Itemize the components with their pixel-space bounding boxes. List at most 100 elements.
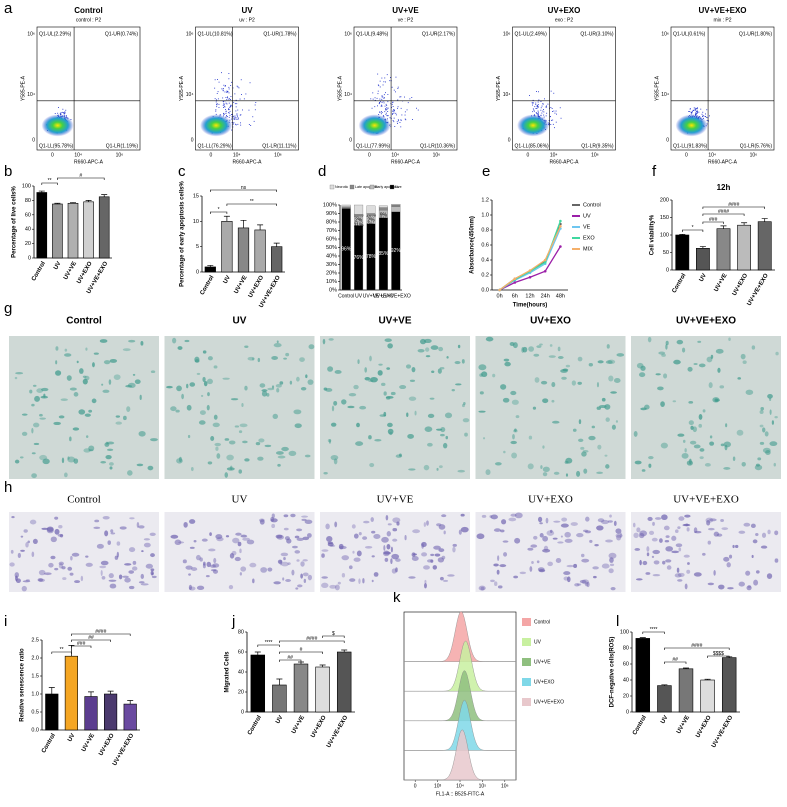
cell-texture [713,570,715,576]
cell-texture [647,552,650,556]
scatter-dot [249,110,250,111]
y-tick-label: 40 [25,227,31,233]
cell-texture [65,349,68,352]
cell-texture [620,532,622,538]
panel-label: h [4,479,12,496]
cell-texture [725,423,727,427]
cell-texture [633,523,636,528]
cell-texture [649,531,654,535]
image-title: UV [233,316,247,327]
cell-texture [304,579,306,583]
scatter-dot [532,102,533,103]
scatter-dot [226,97,227,98]
cell-texture [354,558,361,562]
scatter-dot [551,120,552,121]
cell-texture [383,545,385,551]
cell-texture [770,409,772,415]
scatter-dot [696,111,697,112]
scatter-dot [381,111,382,112]
cell-texture [137,464,144,467]
error-bar [257,225,263,230]
cell-texture [424,522,426,527]
x-tick-label: UV [355,293,363,299]
panel-label: l [616,613,619,630]
bar-segment [354,214,363,216]
y-tick-label: 100% [323,202,337,208]
bar [85,697,98,730]
cell-texture [323,472,327,474]
cell-texture [150,533,156,536]
cell-texture [232,551,237,556]
cell-texture [547,562,553,567]
scatter-dot [405,115,406,116]
cell-texture [578,439,583,442]
cell-texture [520,572,526,575]
scatter-dot [546,106,547,107]
cell-texture [652,556,654,558]
cell-texture [301,516,308,518]
value-label: 85% [378,251,389,257]
scatter-dot [705,114,706,115]
cell-texture [563,571,570,575]
cell-texture [294,550,300,554]
cell-texture [114,374,121,380]
annotation: $ [332,631,335,637]
cell-texture [684,555,690,558]
bar [124,704,137,730]
image-title: UV+VE+EXO [676,316,736,327]
cell-texture [329,585,336,589]
scatter-dot [393,121,394,122]
scatter-dot [239,87,240,88]
scatter-dot [230,99,231,100]
scatter-dot [255,109,256,110]
scatter-dot [242,110,243,111]
scatter-dot [538,111,539,112]
cell-texture [606,417,610,422]
scatter-dot [538,107,539,108]
annotation: * [692,225,694,231]
cell-texture [54,568,58,570]
cell-texture [291,570,294,576]
cell-texture [733,456,735,460]
cell-texture [258,358,260,362]
series-line [500,221,561,290]
cell-texture [423,565,430,569]
cell-texture [661,514,668,520]
scatter-dot [693,110,694,111]
cell-texture [150,568,154,571]
cell-texture [386,367,390,370]
cell-texture [329,439,331,443]
cell-texture [386,515,389,520]
cell-texture [492,374,495,378]
y-tick-label: 40 [623,677,629,683]
scatter-dot [62,112,63,113]
scatter-dot [382,112,383,113]
cell-texture [225,438,230,441]
scatter-dot [537,114,538,115]
image-title: UV+EXO [528,494,573,506]
cell-texture [537,560,540,563]
legend-swatch [350,185,354,189]
cell-texture [58,525,62,528]
cell-texture [101,384,103,386]
cell-texture [129,547,135,552]
cell-texture [210,436,214,441]
cell-texture [453,544,457,547]
y-tick-label: 10⁴ [186,92,194,98]
scatter-dot [226,91,227,92]
cell-texture [150,553,155,557]
cell-texture [739,582,745,587]
scatter-dot [386,113,387,114]
cell-texture [573,429,577,432]
scatter-dot [397,121,398,122]
cell-texture [358,578,360,584]
scatter-dot [386,105,387,106]
cell-texture [183,559,187,563]
x-tick-label: Control [338,293,354,299]
scatter-dot [233,119,234,120]
bar [738,225,751,270]
cell-texture [59,563,63,568]
cell-texture [109,379,112,385]
legend-swatch [390,185,394,189]
cell-texture [746,390,754,395]
